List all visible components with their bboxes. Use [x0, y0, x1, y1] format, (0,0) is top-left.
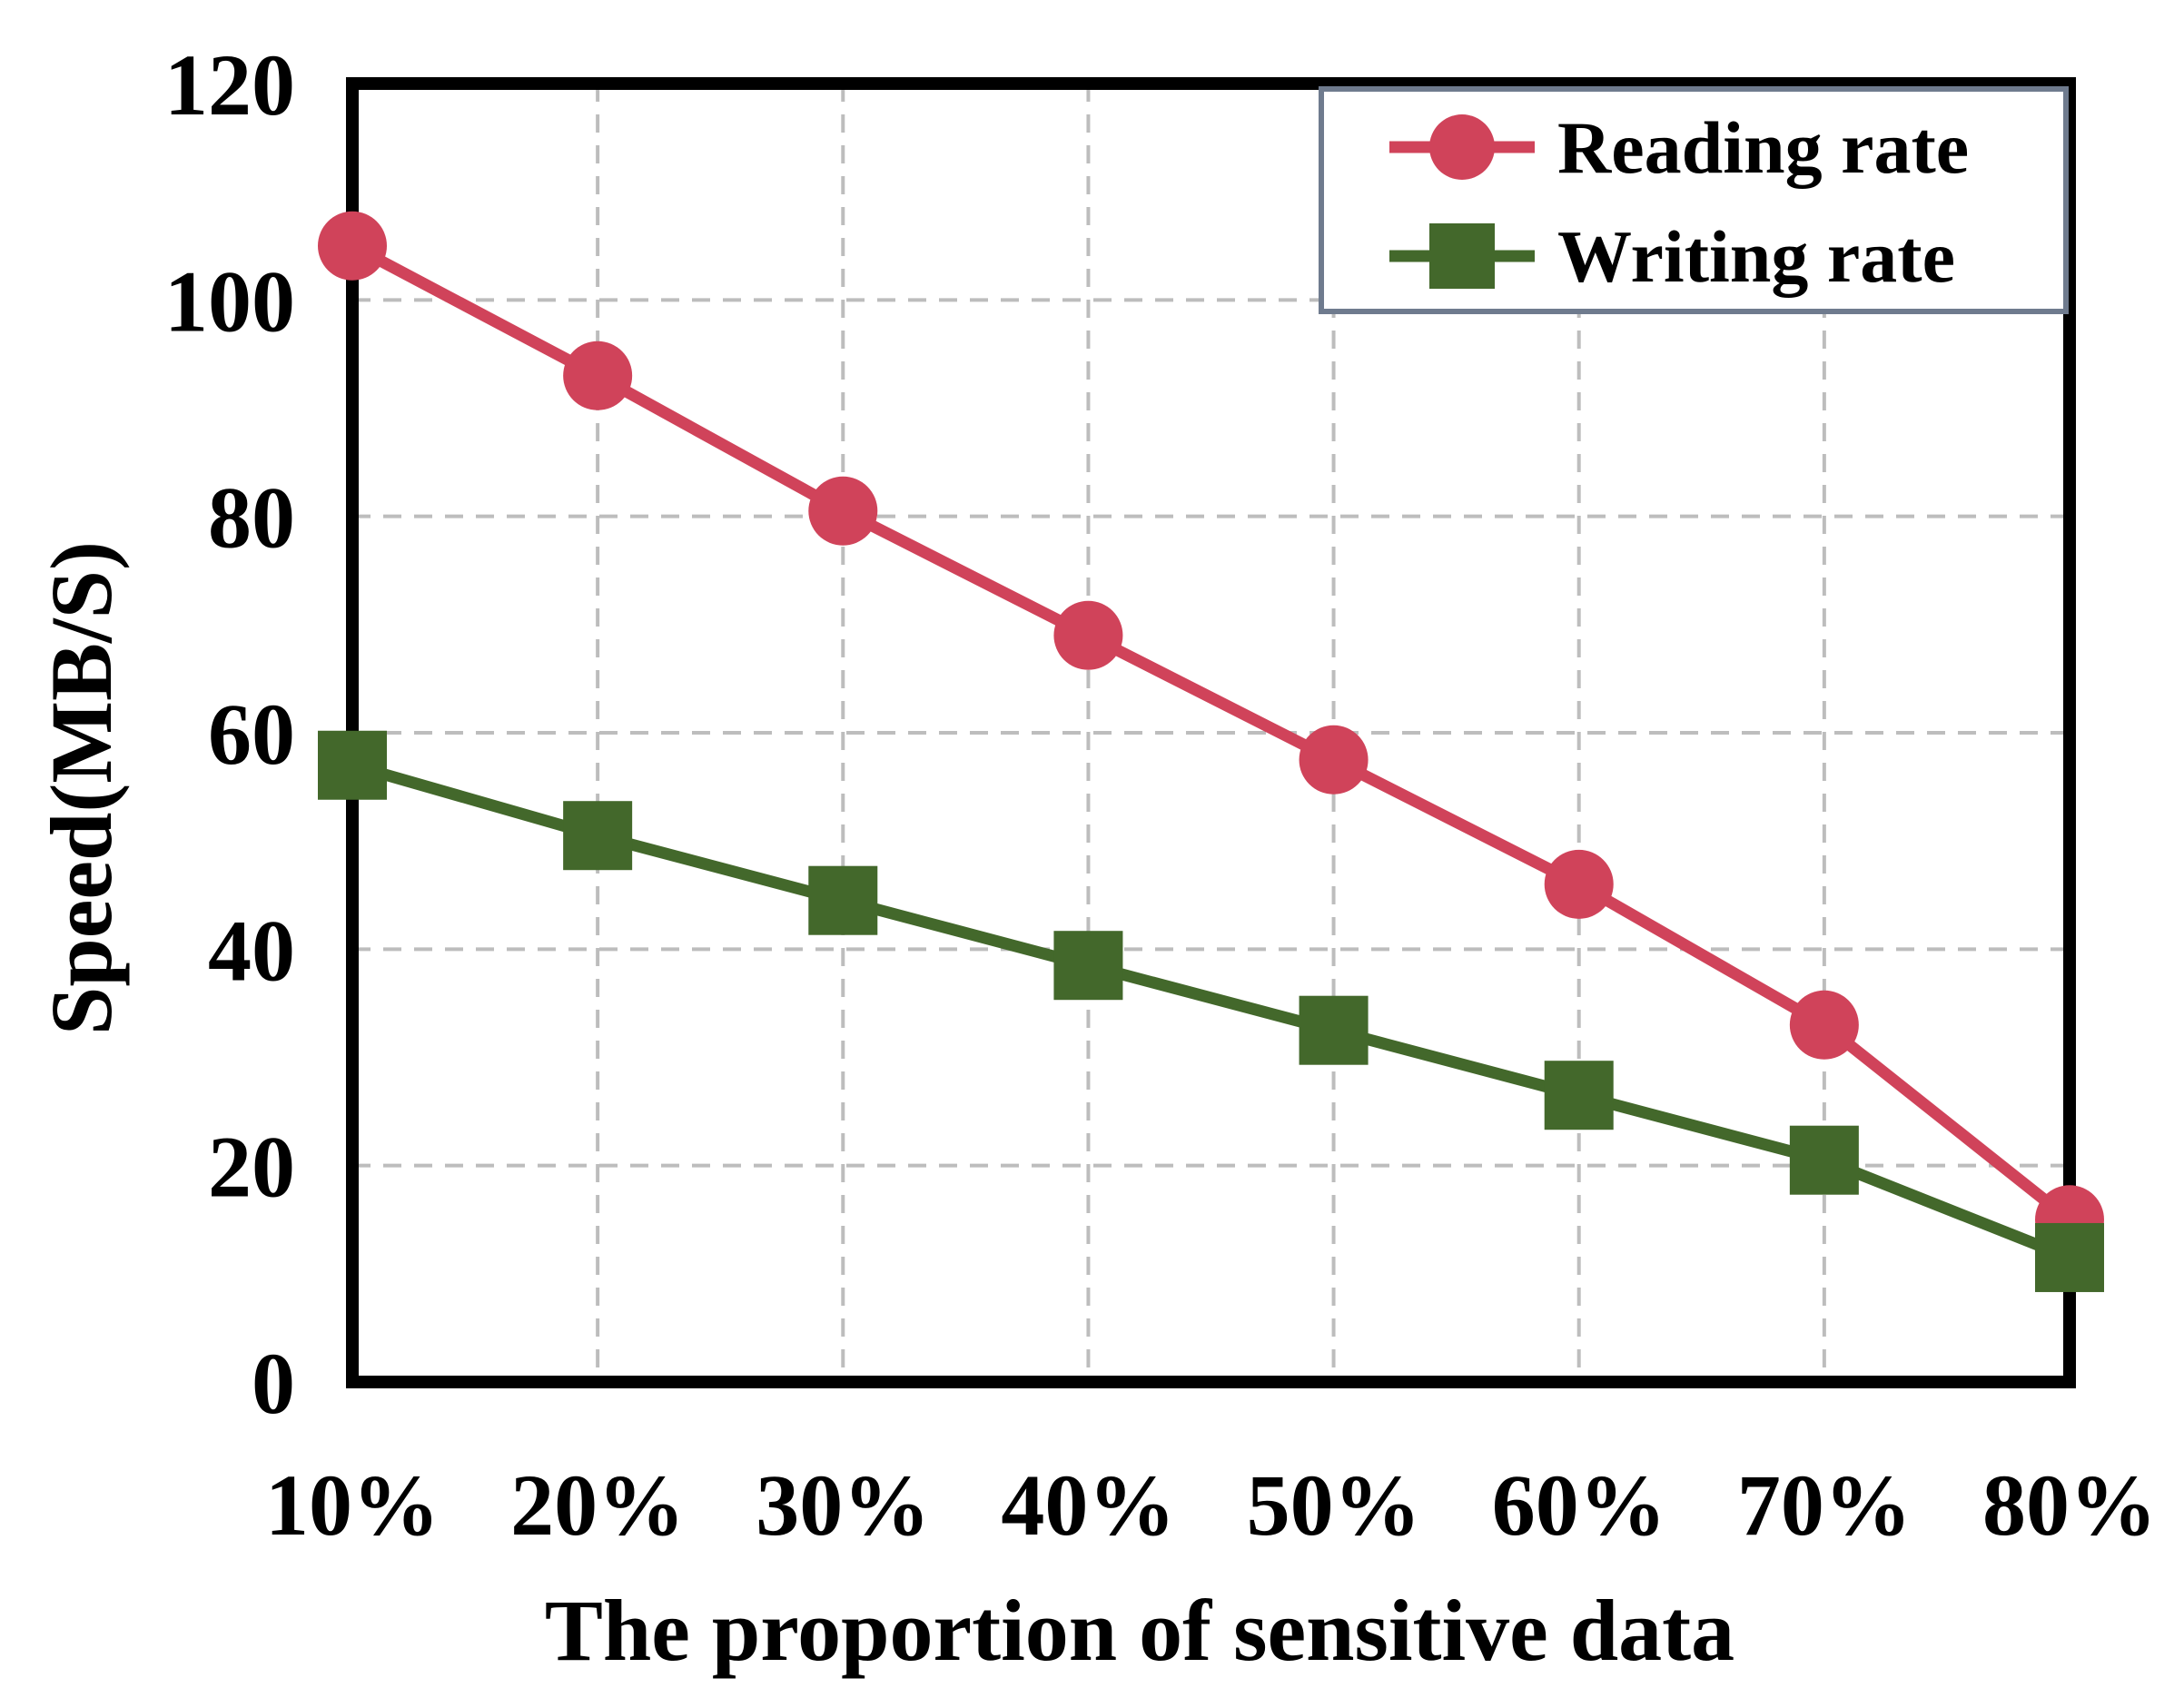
legend-marker-circle — [1429, 114, 1495, 180]
legend-label: Reading rate — [1557, 106, 1969, 189]
legend-items: Reading rate Writing rate — [1389, 106, 1969, 298]
x-tick-label: 60% — [1492, 1456, 1666, 1554]
x-tick-label: 10% — [265, 1456, 440, 1554]
y-tick-label: 20 — [208, 1119, 295, 1216]
data-point — [318, 730, 387, 800]
y-axis-ticks: 0 20 40 60 80 100 120 — [164, 36, 295, 1432]
series-line — [351, 759, 2072, 1263]
x-tick-label: 80% — [1982, 1456, 2157, 1554]
data-point — [563, 801, 633, 871]
data-point — [1299, 995, 1369, 1065]
legend-item: Writing rate — [1389, 215, 1955, 298]
y-tick-label: 100 — [164, 252, 295, 350]
x-axis-ticks: 10% 20% 30% 40% 50% 60% 70% 80% — [265, 1456, 2157, 1554]
data-point — [1789, 1125, 1859, 1195]
data-point — [1053, 931, 1123, 1001]
data-point — [318, 211, 387, 281]
series-writing-rate — [318, 730, 2104, 1292]
data-point — [808, 476, 878, 546]
series-line — [349, 241, 2074, 1225]
legend: Reading rate Writing rate — [1319, 86, 2069, 314]
data-point — [1544, 1061, 1614, 1130]
y-axis-title: Speed(MB/S) — [33, 541, 130, 1035]
x-tick-label: 40% — [1001, 1456, 1175, 1554]
y-tick-label: 80 — [208, 469, 295, 567]
legend-marker-square — [1429, 223, 1495, 289]
y-tick-label: 40 — [208, 902, 295, 999]
y-tick-label: 60 — [208, 686, 295, 783]
data-point — [1544, 849, 1614, 919]
y-tick-label: 0 — [252, 1335, 295, 1432]
x-axis-title: The proportion of sensitive data — [545, 1582, 1734, 1679]
data-point — [1053, 600, 1123, 670]
legend-item: Reading rate — [1389, 106, 1969, 189]
data-point — [808, 865, 878, 935]
data-point — [1299, 725, 1369, 795]
data-point — [2035, 1222, 2104, 1292]
x-tick-label: 20% — [510, 1456, 685, 1554]
data-point — [563, 341, 633, 410]
series-layer — [318, 211, 2104, 1292]
x-tick-label: 70% — [1737, 1456, 1912, 1554]
legend-label: Writing rate — [1557, 215, 1955, 298]
data-point — [1789, 990, 1859, 1060]
x-tick-label: 50% — [1247, 1456, 1421, 1554]
y-tick-label: 120 — [164, 36, 295, 133]
x-tick-label: 30% — [756, 1456, 930, 1554]
